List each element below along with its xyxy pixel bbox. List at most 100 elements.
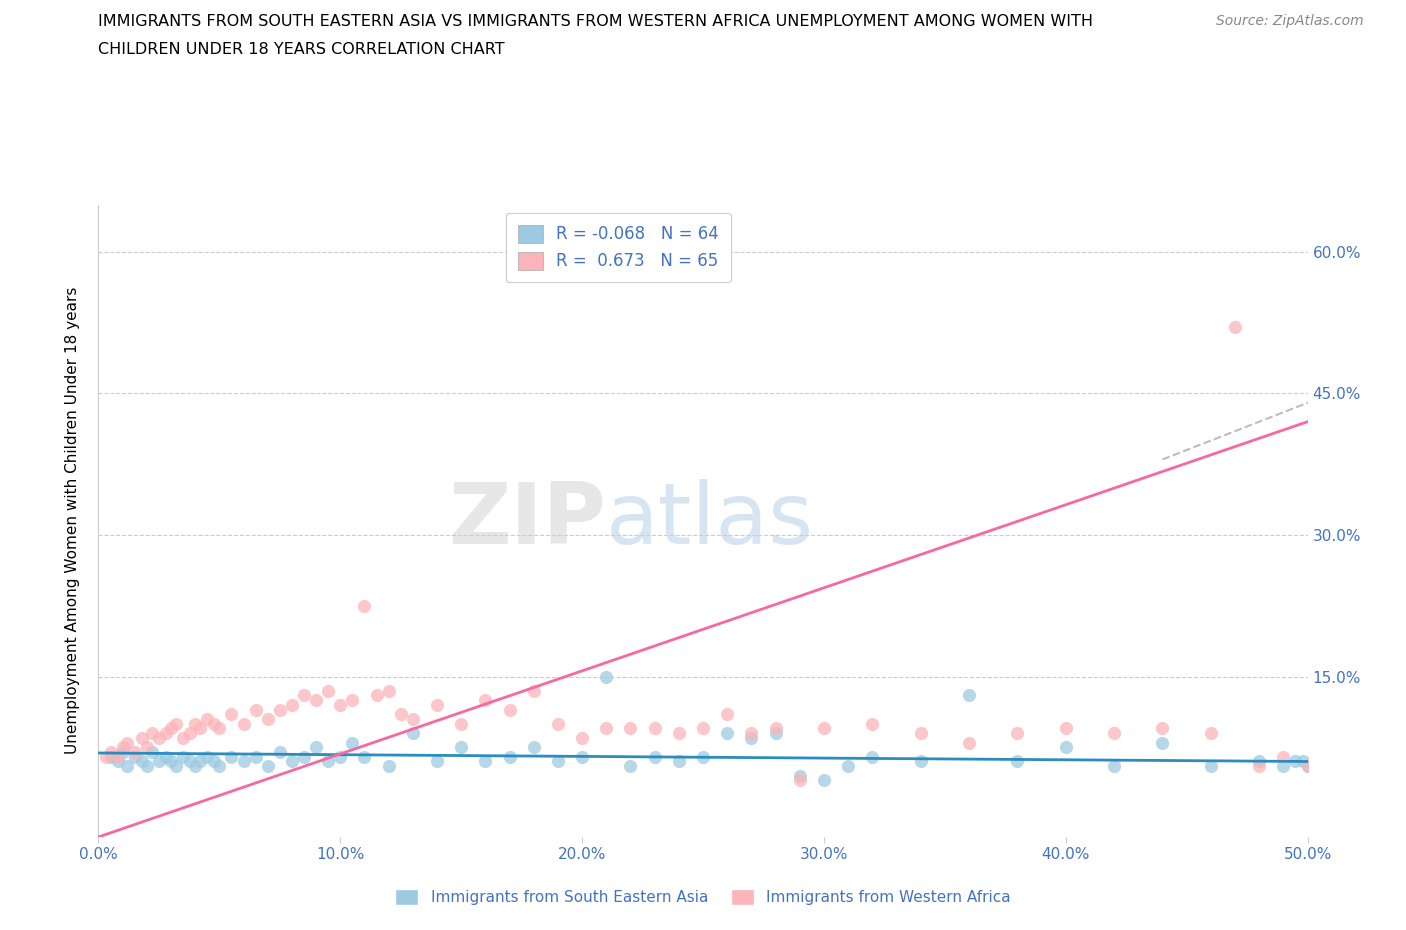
Point <box>595 669 617 684</box>
Point <box>1102 759 1125 774</box>
Text: atlas: atlas <box>606 479 814 563</box>
Point <box>135 740 157 755</box>
Point <box>402 711 425 726</box>
Point <box>281 754 304 769</box>
Point <box>498 702 520 717</box>
Point <box>131 730 153 745</box>
Point <box>204 716 226 731</box>
Point <box>1199 725 1222 740</box>
Point <box>1284 754 1306 769</box>
Point <box>221 707 243 722</box>
Point <box>377 759 399 774</box>
Point <box>1296 759 1319 774</box>
Point <box>329 750 352 764</box>
Point <box>160 754 183 769</box>
Point <box>117 759 139 774</box>
Point <box>245 702 267 717</box>
Point <box>269 745 291 760</box>
Point <box>124 750 146 764</box>
Point <box>377 684 399 698</box>
Point <box>474 693 496 708</box>
Point <box>765 721 787 736</box>
Legend: Immigrants from South Eastern Asia, Immigrants from Western Africa: Immigrants from South Eastern Asia, Immi… <box>389 883 1017 911</box>
Point <box>204 754 226 769</box>
Point <box>740 725 762 740</box>
Point <box>292 750 315 764</box>
Point <box>716 725 738 740</box>
Point <box>208 721 231 736</box>
Point <box>208 759 231 774</box>
Point <box>141 725 163 740</box>
Point <box>813 721 835 736</box>
Text: IMMIGRANTS FROM SOUTH EASTERN ASIA VS IMMIGRANTS FROM WESTERN AFRICA UNEMPLOYMEN: IMMIGRANTS FROM SOUTH EASTERN ASIA VS IM… <box>98 14 1094 29</box>
Point <box>1007 754 1029 769</box>
Point <box>1152 721 1174 736</box>
Point <box>1054 740 1077 755</box>
Point <box>426 754 449 769</box>
Point <box>221 750 243 764</box>
Point <box>353 750 375 764</box>
Point <box>179 725 201 740</box>
Point <box>450 740 472 755</box>
Point <box>1199 759 1222 774</box>
Point <box>188 754 211 769</box>
Point <box>117 736 139 751</box>
Point <box>131 754 153 769</box>
Point <box>165 716 187 731</box>
Point <box>107 750 129 764</box>
Point <box>172 730 194 745</box>
Point <box>644 750 666 764</box>
Point <box>523 740 546 755</box>
Point <box>692 750 714 764</box>
Point <box>1102 725 1125 740</box>
Point <box>305 693 328 708</box>
Point <box>172 750 194 764</box>
Point <box>474 754 496 769</box>
Point <box>1007 725 1029 740</box>
Point <box>644 721 666 736</box>
Point <box>789 773 811 788</box>
Point <box>269 702 291 717</box>
Point <box>1292 754 1315 769</box>
Point <box>184 759 207 774</box>
Point <box>1296 759 1319 774</box>
Point <box>957 736 980 751</box>
Point <box>571 750 593 764</box>
Point <box>789 768 811 783</box>
Text: CHILDREN UNDER 18 YEARS CORRELATION CHART: CHILDREN UNDER 18 YEARS CORRELATION CHAR… <box>98 42 505 57</box>
Point <box>165 759 187 774</box>
Point <box>1272 750 1295 764</box>
Y-axis label: Unemployment Among Women with Children Under 18 years: Unemployment Among Women with Children U… <box>65 287 80 754</box>
Point <box>765 725 787 740</box>
Point <box>1054 721 1077 736</box>
Point <box>256 711 278 726</box>
Point <box>910 725 932 740</box>
Point <box>155 750 177 764</box>
Point <box>740 730 762 745</box>
Point <box>389 707 412 722</box>
Point <box>94 750 117 764</box>
Point <box>366 688 388 703</box>
Point <box>402 725 425 740</box>
Text: ZIP: ZIP <box>449 479 606 563</box>
Point <box>148 730 170 745</box>
Point <box>107 754 129 769</box>
Point <box>256 759 278 774</box>
Point <box>1223 320 1246 335</box>
Point <box>1249 754 1271 769</box>
Point <box>716 707 738 722</box>
Point <box>426 698 449 712</box>
Point <box>184 716 207 731</box>
Point <box>100 745 122 760</box>
Point <box>547 754 569 769</box>
Point <box>547 716 569 731</box>
Point <box>342 736 364 751</box>
Point <box>595 721 617 736</box>
Point <box>316 684 339 698</box>
Point <box>498 750 520 764</box>
Point <box>450 716 472 731</box>
Point <box>305 740 328 755</box>
Point <box>316 754 339 769</box>
Point <box>188 721 211 736</box>
Point <box>523 684 546 698</box>
